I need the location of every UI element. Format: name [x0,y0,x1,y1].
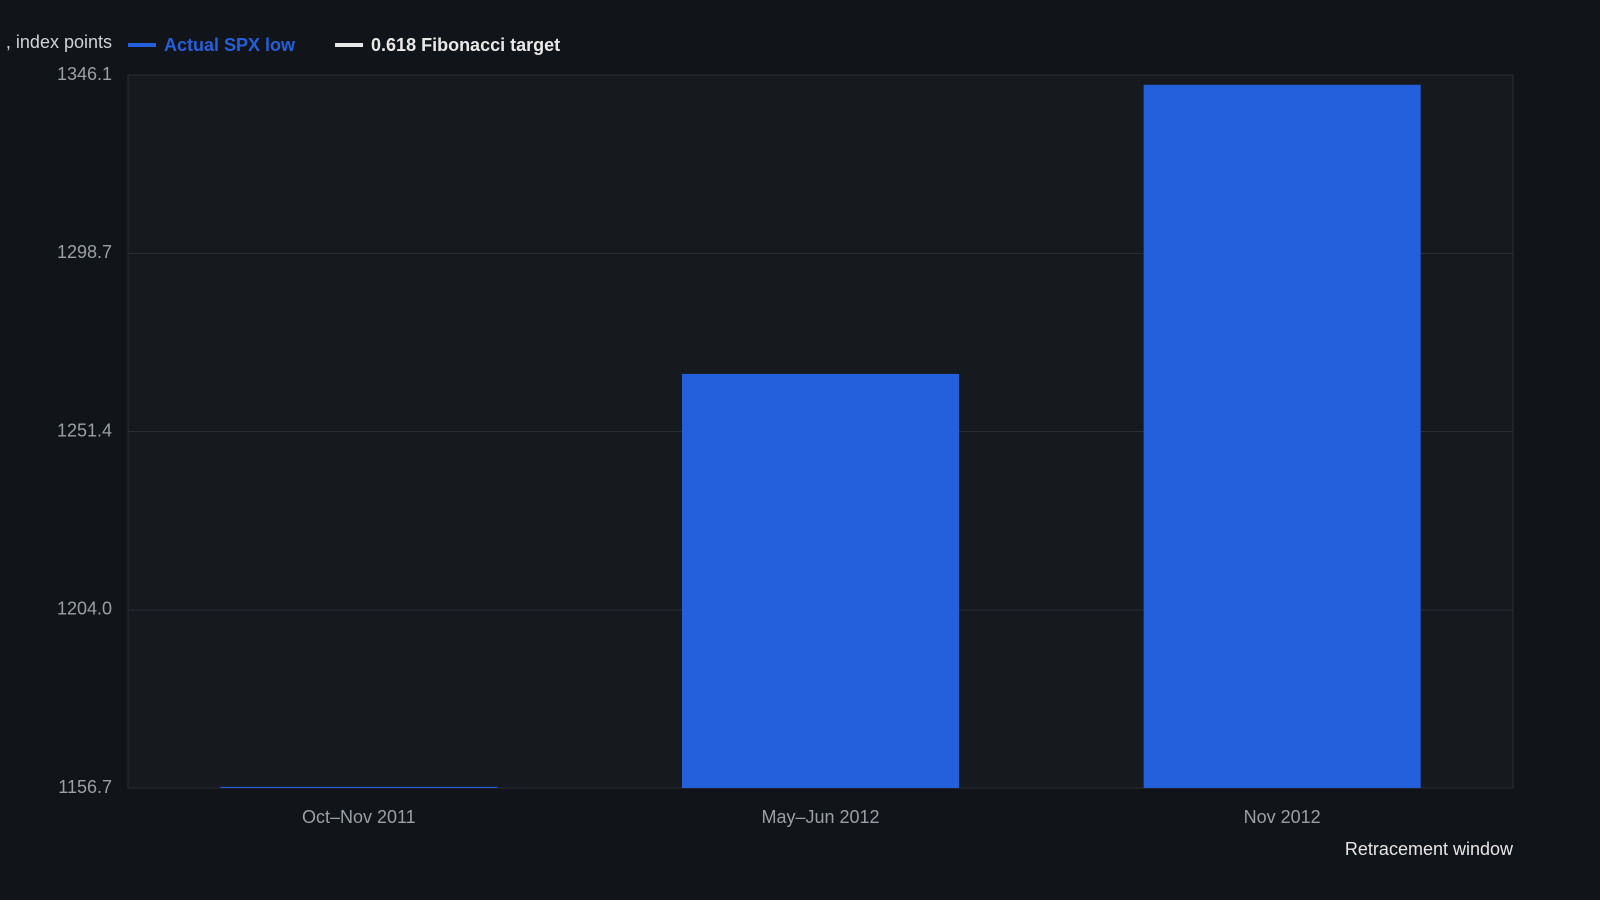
y-axis-label: , index points [6,32,112,52]
bar [220,786,498,788]
y-tick-label: 1298.7 [57,242,112,262]
x-tick-label: Oct–Nov 2011 [302,807,416,827]
y-tick-label: 1156.7 [58,777,112,797]
legend-label: 0.618 Fibonacci target [371,35,560,55]
x-tick-label: May–Jun 2012 [761,807,879,827]
x-tick-label: Nov 2012 [1244,807,1321,827]
legend-label: Actual SPX low [164,35,296,55]
bar [682,373,959,788]
y-tick-label: 1204.0 [57,599,112,619]
x-axis-label: Retracement window [1345,839,1514,859]
bar [1143,84,1421,789]
y-tick-label: 1346.1 [57,64,112,84]
y-tick-label: 1251.4 [57,420,112,440]
